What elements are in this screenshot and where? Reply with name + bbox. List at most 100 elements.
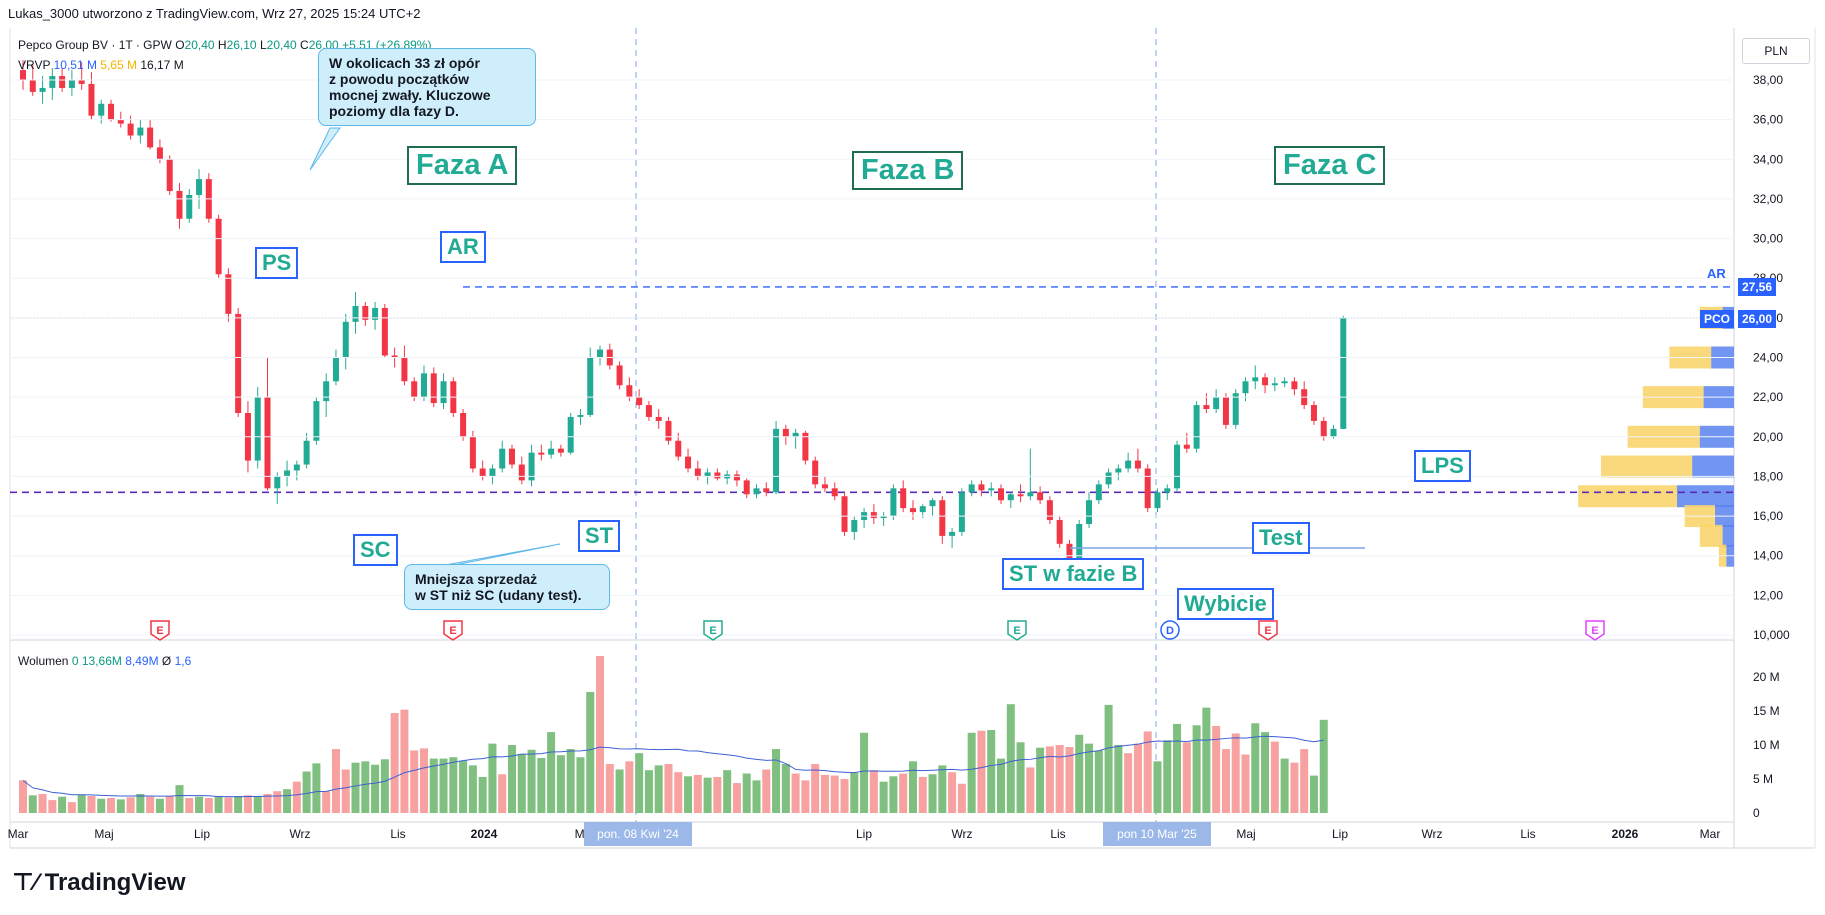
volume-bar <box>253 796 262 813</box>
volume-bar <box>713 776 722 813</box>
volume-bar <box>419 748 428 813</box>
candle-body <box>68 80 75 88</box>
volume-bar <box>48 800 57 813</box>
volume-bar <box>586 691 595 813</box>
volume-bar <box>1280 758 1289 813</box>
tradingview-logo[interactable]: ⊤⁄ TradingView <box>12 868 186 897</box>
candle-body <box>831 488 838 497</box>
volume-bar <box>556 755 565 813</box>
volume-bar <box>987 730 996 813</box>
candle-body <box>1193 405 1200 449</box>
price-tick-label: 32,00 <box>1753 192 1783 206</box>
volume-bar <box>67 802 76 813</box>
volume-tick-label: 15 M <box>1753 704 1780 718</box>
ar-line-label: AR <box>1707 266 1726 281</box>
volume-bar <box>957 783 966 813</box>
tag-breakout: Wybicie <box>1177 588 1274 620</box>
earnings-marker <box>443 620 463 641</box>
time-axis[interactable]: MarMajLipWrzLis2024MarMajLipWrzLis2025Ma… <box>8 827 1721 841</box>
currency-button[interactable]: PLN <box>1742 38 1810 64</box>
volume-bar <box>312 763 321 813</box>
callout-top-line-2: z powodu początków <box>329 71 469 87</box>
symbol-legend[interactable]: Pepco Group BV · 1T · GPW O20,40 H26,10 … <box>18 38 431 52</box>
volume-bar <box>283 789 292 813</box>
volume-bar <box>1026 767 1035 813</box>
price-tick-label: 14,00 <box>1753 549 1783 563</box>
dividend-marker <box>1160 620 1180 640</box>
candle-body <box>1232 393 1239 425</box>
callout-top-line-3: mocnej zwały. Kluczowe <box>329 87 491 103</box>
candle-body <box>685 456 692 469</box>
candle-body <box>342 321 349 358</box>
candle-body <box>1134 460 1141 469</box>
candle-body <box>372 307 379 320</box>
volume-bar <box>165 796 174 813</box>
volume-bar <box>762 769 771 813</box>
volume-tick-label: 0 <box>1753 806 1760 820</box>
volume-bar <box>136 793 145 813</box>
tag-sc: SC <box>353 534 398 566</box>
candle-body <box>1017 494 1024 497</box>
volume-bar <box>1163 740 1172 813</box>
candle-body <box>381 307 388 356</box>
volume-bar <box>322 791 331 813</box>
candle-body <box>29 80 36 92</box>
time-tick-label: Wrz <box>1421 827 1442 841</box>
candle-body <box>1105 472 1112 485</box>
event-marker-label: E <box>449 625 456 637</box>
ohlc-low: 20,40 <box>266 38 297 52</box>
phase-b-label: Faza B <box>852 151 964 190</box>
candle-body <box>998 488 1004 501</box>
volume-bar <box>1153 761 1162 813</box>
profile-bar-sell <box>1601 455 1693 478</box>
earnings-marker <box>1007 620 1027 641</box>
volume-bar <box>224 797 233 813</box>
price-tick-label: 22,00 <box>1753 390 1783 404</box>
tag-test: Test <box>1252 522 1310 554</box>
candle-body <box>1340 317 1347 429</box>
time-tick-label: Maj <box>1236 827 1255 841</box>
ohlc-low-label: L <box>259 38 267 52</box>
candle-body <box>1330 428 1337 437</box>
candle-body <box>156 147 163 160</box>
price-tick-label: 34,00 <box>1753 152 1783 166</box>
volume-bar <box>302 771 311 813</box>
candle-body <box>20 70 26 80</box>
volume-legend[interactable]: Wolumen 0 13,66M 8,49M Ø 1,6 <box>18 654 191 668</box>
volume-bar <box>331 749 340 813</box>
volume-bar <box>243 795 252 813</box>
tag-ps: PS <box>255 247 299 279</box>
candle-body <box>1252 377 1259 382</box>
candle-body <box>1007 494 1014 501</box>
time-tick-label: Mar <box>1700 827 1721 841</box>
candle-body <box>411 381 418 398</box>
volume-bar <box>684 776 693 813</box>
volume-bar <box>664 764 673 813</box>
volume-bar <box>703 777 712 813</box>
candle-body <box>1281 381 1288 384</box>
volume-bar <box>723 770 732 813</box>
volume-bar <box>635 753 644 813</box>
volume-bar <box>1251 723 1260 813</box>
volume-bar <box>478 776 487 813</box>
candle-body <box>821 484 828 489</box>
volume-bar <box>1221 749 1230 813</box>
candle-body <box>1174 444 1181 489</box>
vrvp-legend[interactable]: VRVP 10,51 M 5,65 M 16,17 M <box>18 58 184 72</box>
candle-body <box>313 401 320 441</box>
volume-bar <box>28 795 37 813</box>
volume-bar <box>820 774 829 813</box>
callout-mid-line-2: w ST niż SC (udany test). <box>415 587 582 603</box>
volume-bar <box>605 764 614 813</box>
tradingview-brand: TradingView <box>44 869 186 896</box>
candle-body <box>127 123 134 136</box>
volume-axis[interactable]: 20 M 15 M 10 M 5 M 0 <box>1753 670 1780 820</box>
volume-value-1: 13,66M <box>81 654 122 668</box>
candle-body <box>401 357 408 382</box>
time-tick-label: Lis <box>390 827 405 841</box>
volume-bar <box>19 780 27 813</box>
volume-bar <box>752 780 761 813</box>
crosshair-date-1: pon. 08 Kwi '24 <box>584 822 692 846</box>
candle-body <box>1115 468 1122 473</box>
